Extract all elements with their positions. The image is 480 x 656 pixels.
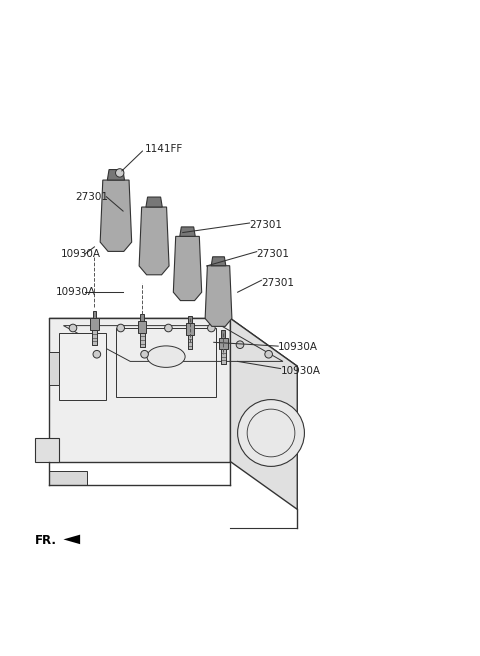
Circle shape (117, 324, 124, 332)
Circle shape (165, 324, 172, 332)
Ellipse shape (147, 346, 185, 367)
Polygon shape (49, 352, 59, 385)
Polygon shape (211, 256, 226, 266)
Polygon shape (146, 197, 162, 207)
Circle shape (116, 169, 124, 177)
Bar (221, 331, 225, 338)
Bar (221, 350, 226, 364)
Text: FR.: FR. (35, 534, 57, 547)
Polygon shape (59, 333, 107, 400)
Bar (92, 331, 97, 344)
Bar (188, 316, 192, 323)
Polygon shape (108, 169, 124, 180)
Circle shape (141, 350, 148, 358)
Bar (93, 312, 96, 318)
Polygon shape (63, 535, 80, 544)
Circle shape (265, 350, 273, 358)
Text: 27301: 27301 (250, 220, 283, 230)
Text: 1141FF: 1141FF (144, 144, 183, 154)
Bar (140, 314, 144, 321)
Polygon shape (180, 227, 195, 236)
Bar (140, 333, 144, 347)
Circle shape (69, 324, 77, 332)
Bar (188, 335, 192, 350)
Bar (186, 323, 194, 335)
Bar (90, 318, 99, 331)
Text: 10930A: 10930A (278, 342, 318, 352)
Bar (138, 321, 146, 333)
Polygon shape (205, 266, 232, 327)
Polygon shape (173, 236, 202, 300)
Polygon shape (49, 318, 230, 462)
Polygon shape (49, 318, 297, 366)
Text: 27301: 27301 (257, 249, 290, 259)
Circle shape (238, 400, 304, 466)
Text: 10930A: 10930A (61, 249, 101, 259)
Bar (219, 338, 228, 350)
Polygon shape (139, 207, 169, 275)
Polygon shape (100, 180, 132, 251)
Bar (49, 471, 87, 485)
Bar (35, 438, 59, 462)
Circle shape (93, 350, 101, 358)
Text: 27301: 27301 (75, 192, 108, 202)
Text: 27301: 27301 (262, 277, 294, 288)
Polygon shape (230, 318, 297, 509)
Circle shape (207, 324, 215, 332)
Text: 10930A: 10930A (281, 366, 321, 376)
Text: 10930A: 10930A (56, 287, 96, 297)
Circle shape (236, 341, 244, 348)
